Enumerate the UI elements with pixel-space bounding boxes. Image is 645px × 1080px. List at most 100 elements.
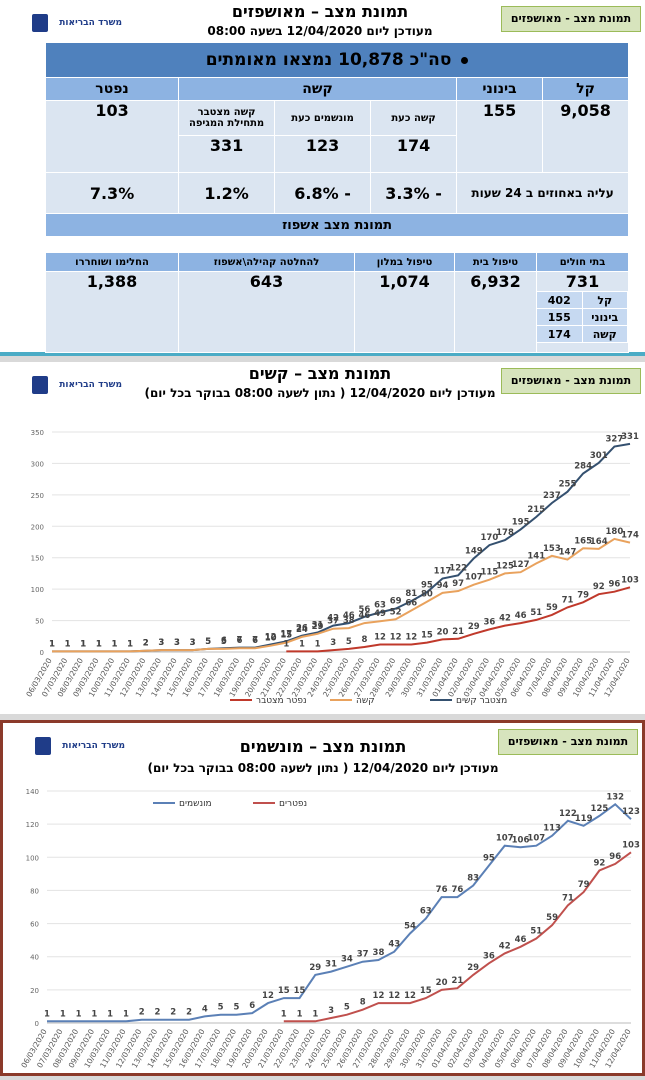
data-label: 132 xyxy=(606,792,624,802)
data-label: 15 xyxy=(280,631,292,641)
logo: משרד הבריאות xyxy=(32,8,122,38)
data-label: 66 xyxy=(405,599,417,609)
data-label: 94 xyxy=(437,581,449,591)
data-label: 215 xyxy=(527,505,545,515)
series-line xyxy=(286,586,631,653)
data-label: 2 xyxy=(155,1008,161,1018)
data-label: 37 xyxy=(357,950,369,960)
subtitle: מעודכן ליום 12/04/2020 בשעה 08:00 xyxy=(207,24,433,38)
data-label: 122 xyxy=(449,563,467,573)
data-label: 1 xyxy=(76,1009,82,1019)
data-label: 237 xyxy=(543,491,561,501)
data-label: 195 xyxy=(512,517,530,527)
data-label: 2 xyxy=(170,1008,176,1018)
data-label: 170 xyxy=(481,533,499,543)
data-label: 327 xyxy=(606,434,624,444)
data-label: 36 xyxy=(483,951,495,961)
data-label: 80 xyxy=(421,590,433,600)
badge: תמונת מצב - מאושפזים xyxy=(501,6,641,32)
y-tick-label: 350 xyxy=(31,429,44,437)
data-label: 2 xyxy=(143,639,149,649)
badge: תמונת מצב - מאושפזים xyxy=(498,729,638,755)
data-label: 107 xyxy=(465,573,483,583)
data-label: 20 xyxy=(437,627,449,637)
data-label: 15 xyxy=(421,631,433,641)
legend-label: נפטרים xyxy=(279,799,307,809)
data-label: 106 xyxy=(512,835,530,845)
y-tick-label: 140 xyxy=(26,788,39,796)
data-label: 12 xyxy=(373,991,385,1001)
data-label: 95 xyxy=(483,854,495,864)
data-label: 3 xyxy=(158,638,164,648)
data-label: 5 xyxy=(233,1003,239,1013)
data-label: 1 xyxy=(65,639,71,649)
status-table: סה"כ 10,878 נמצאו מאומתים קל בינוני קשה … xyxy=(44,42,630,237)
data-label: 6 xyxy=(221,636,227,646)
breakdown-value: 174 xyxy=(536,325,583,343)
breakdown-label: קל xyxy=(581,291,628,309)
data-label: 1 xyxy=(60,1009,66,1019)
data-label: 46 xyxy=(515,611,527,621)
data-label: 97 xyxy=(452,579,464,589)
chart-title: תמונת מצב – קשים xyxy=(248,364,392,383)
data-label: 49 xyxy=(374,609,386,619)
data-label: 1 xyxy=(123,1009,129,1019)
y-tick-label: 300 xyxy=(31,460,44,468)
data-label: 29 xyxy=(468,622,480,632)
chart-subtitle: מעודכן ליום 12/04/2020 ( נתון לשעה 08:00… xyxy=(144,386,496,400)
data-label: 63 xyxy=(420,907,432,917)
y-tick-label: 80 xyxy=(30,887,39,895)
ventilated-panel: תמונת מצב - מאושפזים תמונת מצב – מונשמים… xyxy=(0,720,645,1076)
banner-text: סה"כ 10,878 נמצאו מאומתים xyxy=(205,50,452,70)
cell-value: 731 xyxy=(565,272,600,291)
data-label: 81 xyxy=(405,589,417,599)
data-label: 15 xyxy=(420,986,432,996)
series-line xyxy=(47,803,632,1023)
data-label: 79 xyxy=(578,880,590,890)
banner: סה"כ 10,878 נמצאו מאומתים xyxy=(44,42,630,78)
logo-icon xyxy=(35,737,51,755)
data-label: 4 xyxy=(202,1004,208,1014)
logo-text: משרד הבריאות xyxy=(62,741,125,751)
data-label: 1 xyxy=(283,639,289,649)
data-label: 153 xyxy=(543,544,561,554)
data-label: 117 xyxy=(434,566,452,576)
data-label: 38 xyxy=(343,616,355,626)
data-label: 301 xyxy=(590,451,608,461)
data-label: 149 xyxy=(465,546,483,556)
data-label: 17 xyxy=(280,629,292,639)
data-label: 103 xyxy=(621,575,639,585)
col-header: בתי חולים xyxy=(536,252,629,272)
logo-text: משרד הבריאות xyxy=(59,18,122,28)
logo-text: משרד הבריאות xyxy=(59,380,122,390)
data-label: 331 xyxy=(621,432,639,442)
cell: 331 xyxy=(178,135,276,173)
y-tick-label: 250 xyxy=(31,492,44,500)
data-label: 46 xyxy=(515,935,527,945)
severe-panel: תמונת מצב - מאושפזים תמונת מצב – קשים מע… xyxy=(0,362,645,714)
data-label: 76 xyxy=(436,885,448,895)
data-label: 59 xyxy=(546,913,558,923)
data-label: 12 xyxy=(405,632,417,642)
cell: 643 xyxy=(178,271,355,353)
data-label: 24 xyxy=(296,625,308,635)
data-label: 46 xyxy=(359,611,371,621)
data-label: 1 xyxy=(315,639,321,649)
data-label: 5 xyxy=(221,637,227,647)
data-label: 7 xyxy=(236,636,242,646)
data-label: 8 xyxy=(360,998,366,1008)
cell: 1,388 xyxy=(45,271,179,353)
breakdown-value: 155 xyxy=(536,308,583,326)
col-header: טיפול במלון xyxy=(354,252,455,272)
data-label: 125 xyxy=(591,804,609,814)
bullet xyxy=(461,56,469,64)
data-label: 69 xyxy=(390,597,402,607)
data-label: 6 xyxy=(252,636,258,646)
data-label: 42 xyxy=(327,614,339,624)
data-label: 12 xyxy=(390,632,402,642)
data-label: 115 xyxy=(481,568,499,578)
data-label: 6 xyxy=(249,1001,255,1011)
data-label: 29 xyxy=(309,963,321,973)
data-label: 125 xyxy=(496,561,514,571)
col-header: טיפול בית xyxy=(454,252,537,272)
